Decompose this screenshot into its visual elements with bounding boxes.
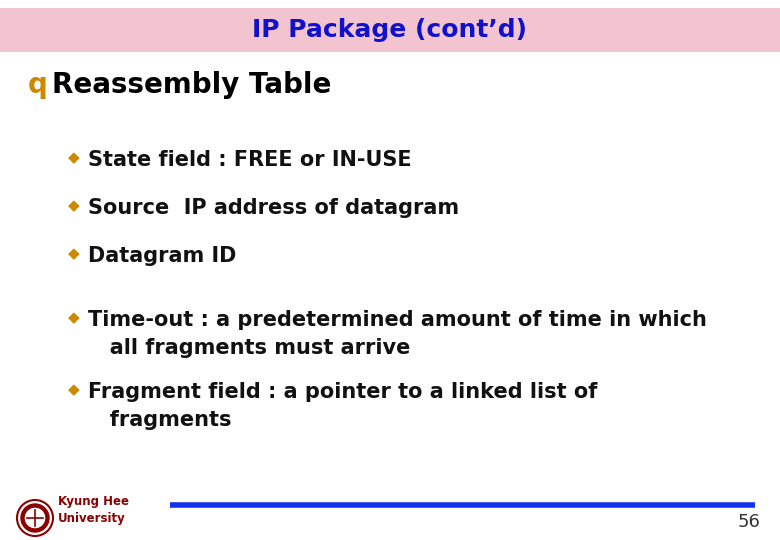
Text: Kyung Hee
University: Kyung Hee University <box>58 495 129 525</box>
Text: ◆: ◆ <box>68 150 80 165</box>
Text: IP Package (cont’d): IP Package (cont’d) <box>253 18 527 42</box>
Text: q: q <box>28 71 48 99</box>
Text: Datagram ID: Datagram ID <box>88 246 236 266</box>
Text: ◆: ◆ <box>68 310 80 325</box>
Bar <box>0 8 780 52</box>
Wedge shape <box>21 504 49 532</box>
Text: ◆: ◆ <box>68 198 80 213</box>
Text: 56: 56 <box>737 513 760 531</box>
Text: State field : FREE or IN-USE: State field : FREE or IN-USE <box>88 150 412 170</box>
Text: Fragment field : a pointer to a linked list of
   fragments: Fragment field : a pointer to a linked l… <box>88 382 597 430</box>
Text: Time-out : a predetermined amount of time in which
   all fragments must arrive: Time-out : a predetermined amount of tim… <box>88 310 707 358</box>
Text: Source  IP address of datagram: Source IP address of datagram <box>88 198 459 218</box>
Text: ◆: ◆ <box>68 382 80 397</box>
Text: ◆: ◆ <box>68 246 80 261</box>
Text: Reassembly Table: Reassembly Table <box>52 71 332 99</box>
